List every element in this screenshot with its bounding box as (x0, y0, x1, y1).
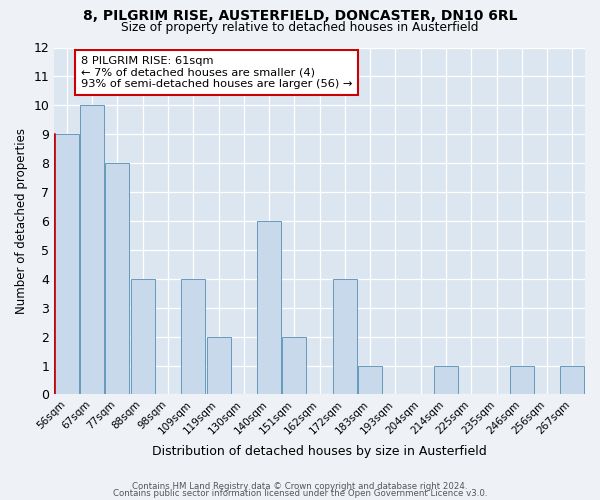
Bar (206, 336, 230, 394)
Text: 8 PILGRIM RISE: 61sqm
← 7% of detached houses are smaller (4)
93% of semi-detach: 8 PILGRIM RISE: 61sqm ← 7% of detached h… (81, 56, 352, 90)
Bar (510, 366, 534, 394)
Bar (434, 366, 458, 394)
Bar (80, 106, 104, 395)
Bar (55, 134, 79, 394)
Bar (283, 336, 307, 394)
Bar (358, 366, 382, 394)
Bar (560, 366, 584, 394)
Text: Size of property relative to detached houses in Austerfield: Size of property relative to detached ho… (121, 22, 479, 35)
Bar (106, 163, 130, 394)
Text: 8, PILGRIM RISE, AUSTERFIELD, DONCASTER, DN10 6RL: 8, PILGRIM RISE, AUSTERFIELD, DONCASTER,… (83, 9, 517, 23)
X-axis label: Distribution of detached houses by size in Austerfield: Distribution of detached houses by size … (152, 444, 487, 458)
Bar (333, 279, 357, 394)
Bar (181, 279, 205, 394)
Text: Contains public sector information licensed under the Open Government Licence v3: Contains public sector information licen… (113, 490, 487, 498)
Bar (131, 279, 155, 394)
Bar (257, 221, 281, 394)
Y-axis label: Number of detached properties: Number of detached properties (15, 128, 28, 314)
Text: Contains HM Land Registry data © Crown copyright and database right 2024.: Contains HM Land Registry data © Crown c… (132, 482, 468, 491)
